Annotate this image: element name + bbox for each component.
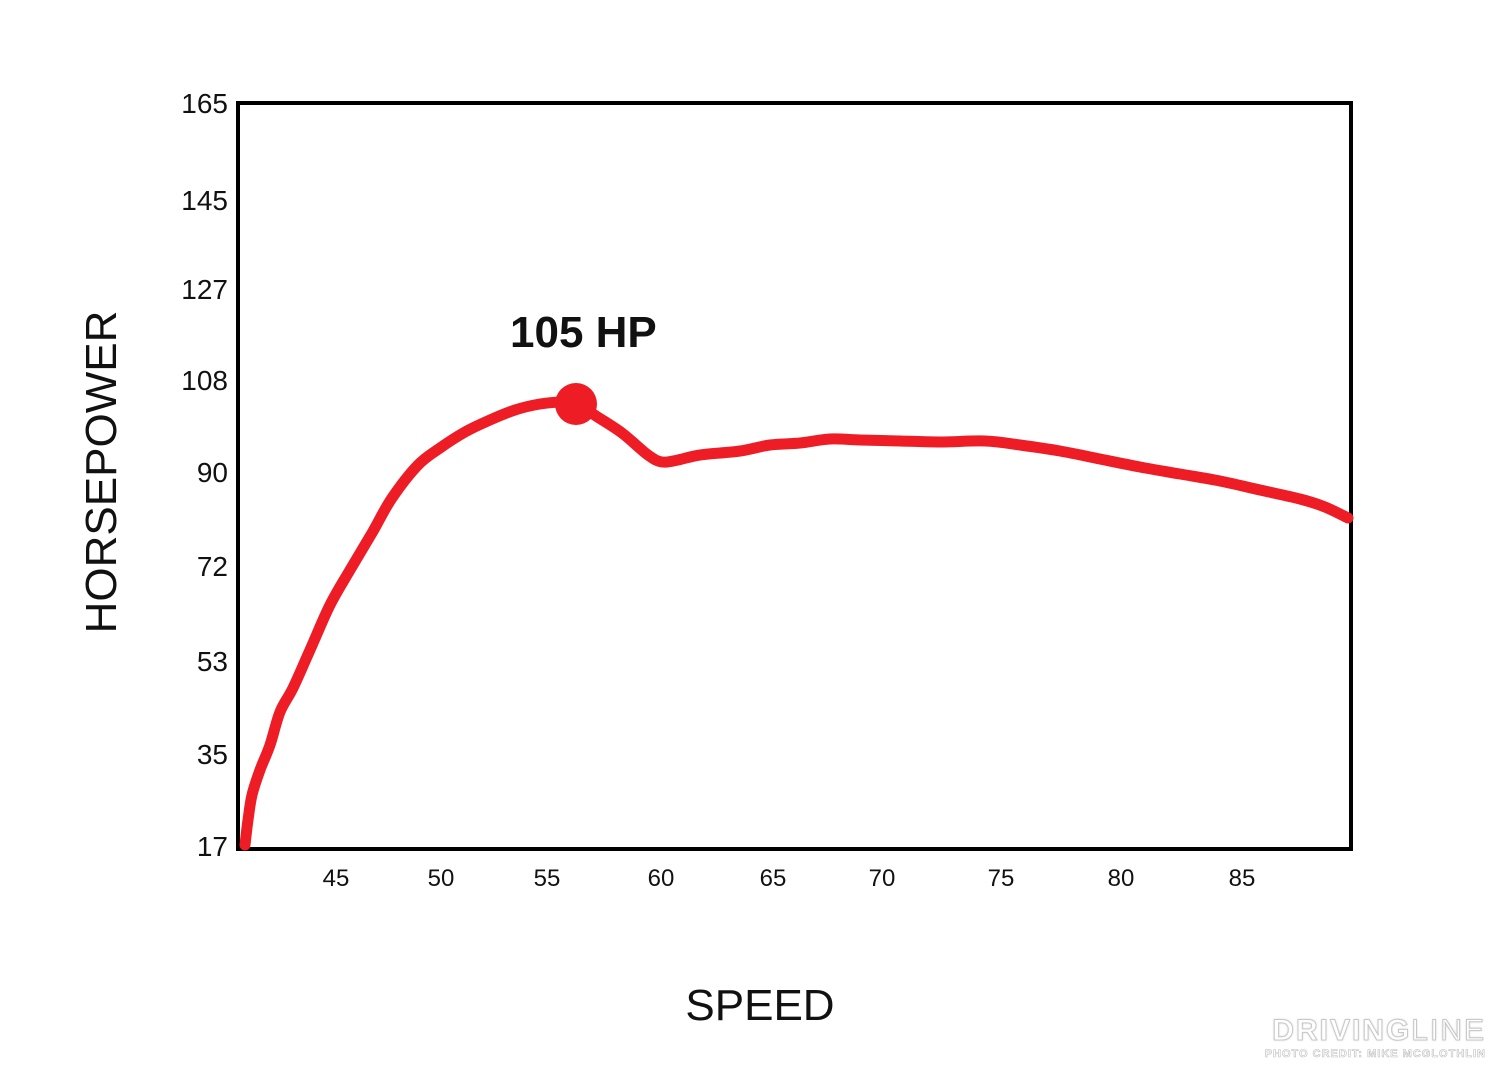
watermark-brand-bold: DRIVING [1272, 1014, 1412, 1047]
plot-area-frame [236, 101, 1353, 851]
x-tick-label: 85 [1229, 865, 1256, 892]
watermark-photo-credit: PHOTO CREDIT: MIKE MCGLOTHLIN [1264, 1048, 1486, 1061]
x-axis-title: SPEED [685, 981, 834, 1030]
x-tick-label: 70 [869, 865, 896, 892]
x-tick-label: 60 [648, 865, 675, 892]
y-tick-label: 165 [181, 88, 228, 119]
y-tick-label: 72 [197, 551, 228, 582]
y-axis-title: HORSEPOWER [77, 311, 126, 634]
y-tick-label: 127 [181, 274, 228, 305]
horsepower-curve [239, 396, 1354, 851]
x-tick-label: 45 [323, 865, 350, 892]
x-axis-tick-labels: 45 50 55 60 65 70 75 80 85 [323, 865, 1256, 892]
x-tick-label: 80 [1108, 865, 1135, 892]
peak-annotation-label: 105 HP [510, 308, 657, 357]
y-tick-label: 90 [197, 457, 228, 488]
x-tick-label: 50 [428, 865, 455, 892]
y-tick-label: 108 [181, 365, 228, 396]
y-axis-tick-labels: 165 145 127 108 90 72 53 35 17 [181, 88, 228, 862]
drivingline-watermark: DRIVINGLINE PHOTO CREDIT: MIKE MCGLOTHLI… [1264, 1014, 1486, 1061]
y-tick-label: 17 [197, 831, 228, 862]
y-tick-label: 53 [197, 646, 228, 677]
watermark-brand: DRIVINGLINE [1265, 1014, 1486, 1047]
x-tick-label: 65 [760, 865, 787, 892]
watermark-brand-light: LINE [1411, 1014, 1486, 1047]
y-tick-label: 145 [181, 185, 228, 216]
y-tick-label: 35 [197, 739, 228, 770]
x-tick-label: 75 [988, 865, 1015, 892]
x-tick-label: 55 [534, 865, 561, 892]
peak-marker-dot [555, 383, 597, 425]
